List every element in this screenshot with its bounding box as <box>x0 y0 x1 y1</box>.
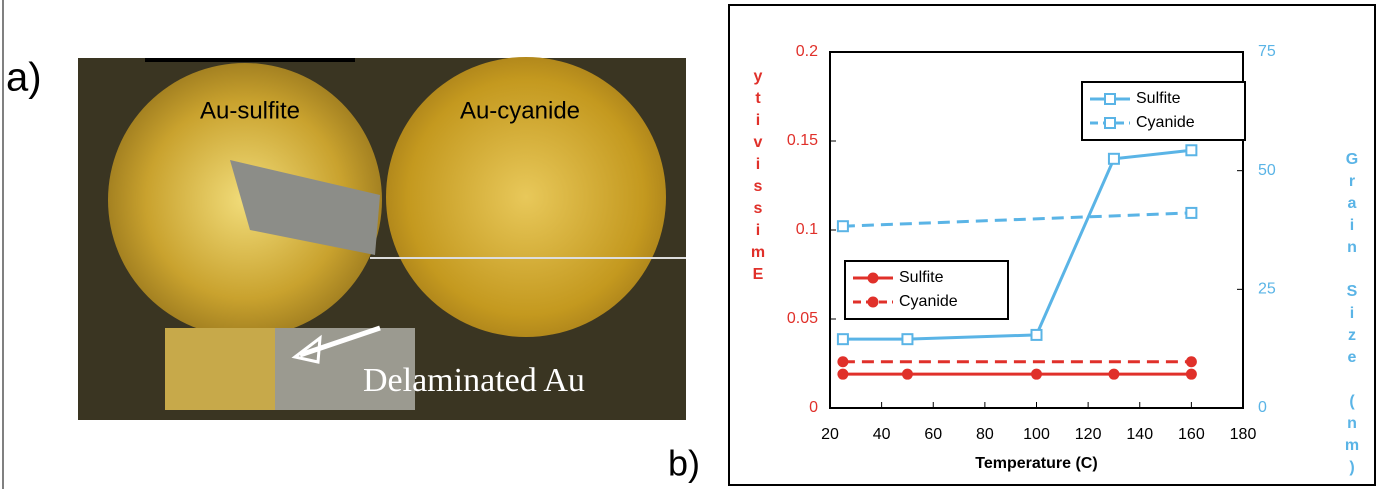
data-point <box>1105 94 1115 104</box>
data-point <box>838 334 848 344</box>
data-point <box>1105 118 1115 128</box>
y2-tick-label: 25 <box>1258 281 1276 298</box>
panel-label: b) <box>668 443 700 484</box>
data-point <box>1109 154 1119 164</box>
y2-tick-label: 75 <box>1258 43 1276 60</box>
data-point <box>868 273 879 284</box>
chart-frame <box>729 5 1375 485</box>
x-axis-label: Temperature (C) <box>975 455 1097 472</box>
data-point <box>1031 369 1042 380</box>
x-tick-label: 180 <box>1230 426 1257 443</box>
data-point <box>1032 330 1042 340</box>
data-point <box>1186 145 1196 155</box>
film-gold <box>165 328 275 410</box>
x-tick-label: 100 <box>1023 426 1050 443</box>
y2-tick-label: 0 <box>1258 399 1267 416</box>
y-tick-label: 0.2 <box>796 43 818 60</box>
x-tick-label: 80 <box>976 426 994 443</box>
panel-label: a) <box>6 56 42 100</box>
data-point <box>1186 208 1196 218</box>
x-tick-label: 140 <box>1126 426 1153 443</box>
x-tick-label: 120 <box>1075 426 1102 443</box>
y2-tick-label: 50 <box>1258 162 1276 179</box>
data-point <box>837 369 848 380</box>
data-point <box>838 221 848 231</box>
x-tick-label: 60 <box>924 426 942 443</box>
photo-label: Au-sulfite <box>200 97 300 124</box>
photo-label: Au-cyanide <box>460 97 580 124</box>
data-point <box>868 297 879 308</box>
data-point <box>837 356 848 367</box>
data-point <box>1108 369 1119 380</box>
y-tick-label: 0.1 <box>796 221 818 238</box>
x-tick-label: 40 <box>873 426 891 443</box>
figure: a) Au-sulfite Au-cyanide Delaminated Au … <box>0 0 1383 489</box>
legend-label: Sulfite <box>899 269 944 286</box>
x-tick-label: 160 <box>1178 426 1205 443</box>
x-tick-label: 20 <box>821 426 839 443</box>
y-tick-label: 0.05 <box>787 310 818 327</box>
photo: Au-sulfite Au-cyanide Delaminated Au <box>78 57 686 420</box>
photo-label: Delaminated Au <box>363 362 585 399</box>
data-point <box>1186 369 1197 380</box>
y-tick-label: 0.15 <box>787 132 818 149</box>
legend-label: Cyanide <box>899 293 958 310</box>
legend-label: Sulfite <box>1136 90 1181 107</box>
data-point <box>1186 356 1197 367</box>
legend-label: Cyanide <box>1136 114 1195 131</box>
data-point <box>902 369 913 380</box>
data-point <box>902 334 912 344</box>
y-tick-label: 0 <box>809 399 818 416</box>
